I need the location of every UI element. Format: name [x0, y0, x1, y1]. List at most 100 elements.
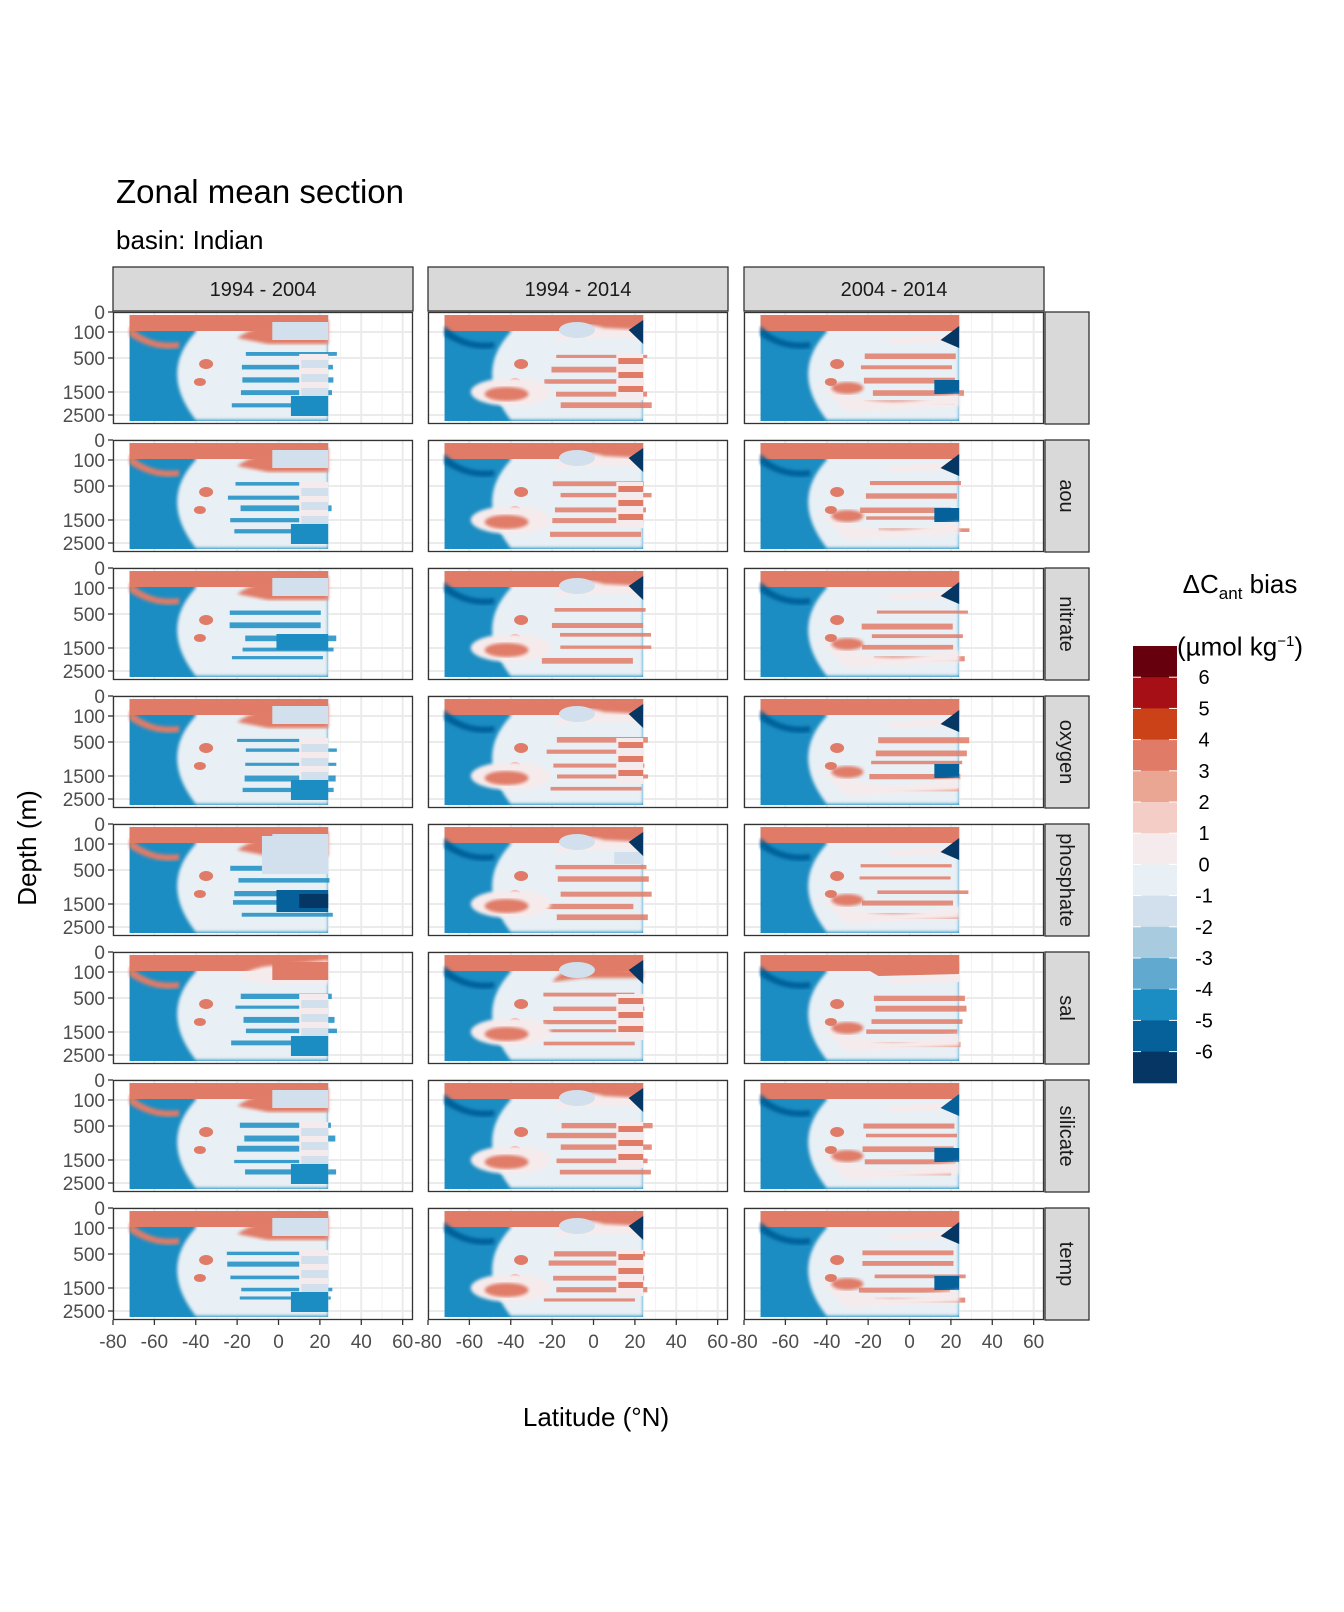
- y-tick-label: 500: [73, 477, 105, 498]
- horizontal-stripe: [863, 1123, 955, 1129]
- contour-field: [444, 443, 652, 549]
- horizontal-stripe: [556, 914, 648, 921]
- contour-field: [444, 1083, 653, 1189]
- panel-1-1: [427, 439, 729, 553]
- contour-field: [129, 1211, 333, 1317]
- y-tick-label: 0: [94, 815, 105, 836]
- contour-field: [760, 699, 970, 805]
- y-tick-label: 1500: [63, 511, 105, 532]
- row-strip-box: [1044, 567, 1090, 681]
- horizontal-stripe: [556, 774, 649, 779]
- contour-field: [129, 315, 337, 421]
- mid-blob: [193, 378, 206, 386]
- horizontal-stripe: [560, 632, 652, 637]
- panel-border: [743, 951, 1045, 1065]
- y-tick-label: 2500: [63, 918, 105, 939]
- panel-border: [112, 567, 414, 681]
- x-tick-label: -40: [182, 1332, 209, 1353]
- deep-lens: [816, 638, 960, 668]
- y-tick-label: 2500: [63, 1302, 105, 1323]
- panel-2-2: [743, 567, 1045, 681]
- mid-blob: [193, 1274, 206, 1282]
- panel-2-1: [427, 567, 729, 681]
- horizontal-stripe: [242, 787, 334, 793]
- row-strip: sal: [1044, 951, 1090, 1065]
- deep-column-band: [618, 1254, 644, 1260]
- row-strip-box: [1044, 1207, 1090, 1321]
- horizontal-stripe: [543, 1298, 635, 1302]
- panel-0-0: [112, 311, 414, 425]
- surface-positive: [760, 1211, 960, 1227]
- horizontal-stripe: [869, 773, 961, 780]
- deep-blue: [290, 1164, 329, 1184]
- horizontal-stripe: [541, 657, 633, 664]
- mode-water-core: [484, 1155, 529, 1169]
- horizontal-stripe: [541, 1029, 633, 1033]
- deep-lens-core: [831, 894, 864, 906]
- southern-front: [129, 1094, 180, 1117]
- mid-blob: [824, 890, 837, 898]
- row-strip-label: phosphate: [1055, 833, 1077, 926]
- north-negative: [940, 710, 960, 732]
- deep-column-band: [618, 998, 644, 1004]
- southern-front: [129, 582, 180, 605]
- surface-band: [888, 590, 960, 600]
- x-tick-label: -80: [414, 1332, 441, 1353]
- horizontal-stripe: [560, 1144, 652, 1150]
- panel-5-0: [112, 951, 414, 1065]
- horizontal-stripe: [231, 656, 323, 660]
- mid-blob: [193, 762, 206, 770]
- contour-field: [129, 571, 337, 677]
- deep-negative: [934, 1276, 960, 1290]
- mid-blob: [199, 615, 214, 625]
- southern-front: [129, 326, 180, 349]
- horizontal-stripe: [553, 1006, 645, 1012]
- mid-blob: [830, 999, 845, 1009]
- contour-field: [129, 1083, 337, 1189]
- horizontal-stripe: [546, 749, 638, 754]
- row-strip: temp: [1044, 1207, 1090, 1321]
- x-tick-label: 0: [588, 1332, 599, 1353]
- panel-border: [743, 695, 1045, 809]
- x-axis-title: Latitude (°N): [523, 1402, 669, 1432]
- panel-border: [427, 695, 729, 809]
- x-tick-label: 0: [273, 1332, 284, 1353]
- mode-water-core: [484, 899, 529, 913]
- surface-core: [558, 1218, 595, 1234]
- legend-label: 5: [1198, 698, 1209, 720]
- chart-subtitle: basin: Indian: [116, 225, 264, 255]
- surface-core: [272, 322, 329, 340]
- row-strip: nitrate: [1044, 567, 1090, 681]
- mid-blob: [514, 487, 529, 497]
- contour-field: [444, 1211, 648, 1317]
- southern-front: [444, 838, 495, 861]
- panel-border: [743, 567, 1045, 681]
- horizontal-stripe: [241, 364, 333, 370]
- southern-front: [760, 454, 811, 477]
- legend-unit-sup: −1: [1277, 633, 1295, 651]
- y-tick-label: 100: [73, 835, 105, 856]
- contour-field: [129, 955, 337, 1061]
- panel-4-0: [112, 823, 414, 937]
- deep-lens: [816, 1022, 960, 1052]
- deep-blue: [290, 1036, 329, 1056]
- horizontal-stripe: [866, 516, 958, 520]
- horizontal-stripe: [556, 354, 648, 358]
- horizontal-stripe: [245, 748, 337, 752]
- horizontal-stripe: [556, 1287, 648, 1293]
- deep-lens-core: [831, 1022, 864, 1034]
- horizontal-stripe: [878, 737, 970, 744]
- x-tick-label: 20: [624, 1332, 645, 1353]
- mid-blob: [824, 1018, 837, 1026]
- y-tick-label: 2500: [63, 1174, 105, 1195]
- mode-water-core: [484, 387, 529, 401]
- horizontal-stripe: [873, 995, 965, 1001]
- deep-column-band: [618, 742, 644, 748]
- row-strip: oxygen: [1044, 695, 1090, 809]
- y-tick-label: 1500: [63, 767, 105, 788]
- y-tick-label: 500: [73, 605, 105, 626]
- horizontal-stripe: [861, 623, 953, 630]
- legend-color-bin: [1133, 708, 1177, 741]
- panel-6-2: [743, 1079, 1045, 1193]
